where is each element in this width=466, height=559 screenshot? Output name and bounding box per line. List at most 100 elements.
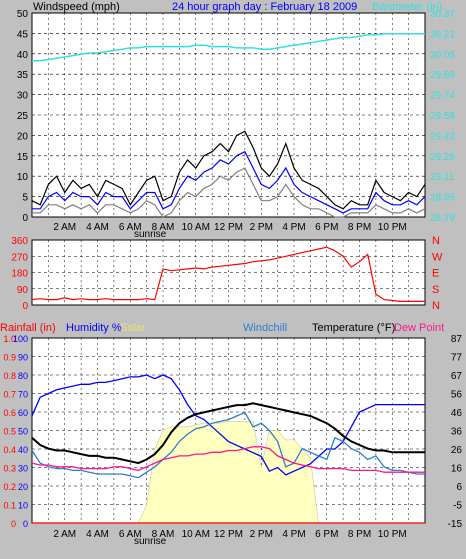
barometer-ytick-label: 29.26: [430, 152, 455, 163]
wind-xtick-label: 4 PM: [282, 222, 305, 233]
direction-compass-label: W: [432, 251, 443, 263]
barometer-ytick-label: 29.89: [430, 70, 455, 81]
climate-xtick-label: 6 PM: [315, 529, 338, 540]
rain-ytick-label: 0.8: [3, 371, 16, 381]
wind-ytick-label: 35: [17, 70, 29, 81]
barometer-ytick-label: 30.37: [430, 9, 455, 20]
wind-xtick-label: 8 PM: [348, 222, 371, 233]
barometer-ytick-label: 29.58: [430, 111, 455, 122]
temp-ytick-label: 77: [451, 353, 463, 364]
direction-compass-label: E: [432, 268, 439, 280]
direction-ytick-label: 360: [11, 236, 28, 247]
barometer-ytick-label: 29.42: [430, 131, 455, 142]
wind-series-average: [32, 150, 426, 214]
barometer-ytick-label: 28.79: [430, 213, 455, 224]
wind-ytick-label: 40: [17, 50, 29, 61]
barometer-ytick-label: 30.05: [430, 50, 455, 61]
direction-ytick-label: 90: [17, 285, 29, 296]
rain-ytick-label: 0.7: [3, 390, 16, 400]
temperature-label: Temperature (°F): [312, 322, 395, 334]
wind-ytick-label: 25: [17, 111, 29, 122]
rain-ytick-label: 1.0: [3, 334, 16, 344]
direction-compass-label: N: [432, 235, 440, 247]
tick-layer: 0 5 10 15 20 25 30 35 40 45 50 28.79 28.95 29.11 29.26…: [3, 9, 462, 540]
rain-ytick-label: 0.9: [3, 353, 16, 363]
rain-ytick-label: 0.4: [3, 445, 16, 455]
humidity-label: Humidity %: [66, 322, 122, 334]
direction-ytick-label: 0: [22, 301, 28, 312]
rainfall-label: Rainfall (in): [0, 322, 56, 334]
temp-ytick-label: 36: [451, 427, 463, 438]
climate-xtick-label: 8 PM: [348, 529, 371, 540]
climate-xtick-label: 2 PM: [250, 529, 273, 540]
wind-ytick-label: 45: [17, 29, 29, 40]
barometer-ytick-label: 29.74: [430, 91, 455, 102]
rain-ytick-label: 0: [11, 519, 16, 529]
temp-ytick-label: 56: [451, 390, 463, 401]
barometer-ytick-label: 29.11: [430, 172, 455, 183]
temp-ytick-label: 26: [451, 445, 463, 456]
chart-title: 24 hour graph day : February 18 2009: [172, 1, 357, 13]
sunrise-label-climate: sunrise: [134, 536, 167, 547]
grid-layer: [32, 13, 425, 523]
temp-ytick-label: 16: [451, 464, 463, 475]
wind-ylabel: Windspeed (mph): [33, 1, 120, 13]
rain-ytick-label: 0.3: [3, 464, 16, 474]
rain-ytick-label: 0.2: [3, 482, 16, 492]
temp-ytick-label: 87: [451, 334, 463, 345]
wind-ytick-label: 20: [17, 131, 29, 142]
humidity-ytick-label: 10: [18, 501, 28, 511]
climate-xtick-label: 8 AM: [152, 529, 175, 540]
wind-xtick-label: 8 AM: [152, 222, 175, 233]
temp-ytick-label: 46: [451, 408, 463, 419]
humidity-ytick-label: 90: [18, 353, 28, 363]
wind-xtick-label: 2 AM: [53, 222, 76, 233]
dewpoint-label: Dew Point: [394, 322, 444, 334]
direction-series: [31, 246, 425, 302]
wind-ytick-label: 15: [17, 152, 29, 163]
climate-series-dew: [31, 446, 425, 473]
direction-compass-label: N: [432, 300, 440, 312]
wind-series-low: [32, 167, 426, 218]
humidity-ytick-label: 70: [18, 390, 28, 400]
wind-xtick-label: 6 AM: [119, 222, 142, 233]
wind-series-gust: [31, 130, 426, 210]
wind-xtick-label: 6 PM: [315, 222, 338, 233]
climate-series-windchill: [31, 411, 425, 479]
wind-xtick-label: 12 PM: [214, 222, 243, 233]
climate-xtick-label: 4 AM: [86, 529, 109, 540]
barometer-ytick-label: 30.21: [430, 29, 455, 40]
climate-xtick-label: 10 AM: [182, 529, 210, 540]
temp-ytick-label: 67: [451, 371, 463, 382]
wind-xtick-label: 2 PM: [250, 222, 273, 233]
climate-xtick-label: 6 AM: [119, 529, 142, 540]
series-layer: [31, 32, 426, 524]
wind-xtick-label: 10 AM: [182, 222, 210, 233]
humidity-ytick-label: 80: [18, 371, 28, 381]
wind-ytick-label: 5: [22, 193, 28, 204]
wind-ytick-label: 0: [22, 213, 28, 224]
humidity-ytick-label: 60: [18, 408, 28, 418]
rain-ytick-label: 0.1: [3, 501, 16, 511]
wind-ytick-label: 10: [17, 172, 29, 183]
climate-xtick-label: 2 AM: [53, 529, 76, 540]
wind-ytick-label: 30: [17, 91, 29, 102]
humidity-ytick-label: 0: [23, 519, 28, 529]
barometer-ytick-label: 28.95: [430, 193, 455, 204]
wind-xtick-label: 10 PM: [378, 222, 407, 233]
wind-xtick-label: 4 AM: [86, 222, 109, 233]
wind-series-barometer: [32, 32, 425, 62]
climate-xtick-label: 4 PM: [282, 529, 305, 540]
direction-compass-label: S: [432, 284, 439, 296]
temp-ytick-label: -5: [453, 501, 462, 512]
climate-series-humidity: [31, 374, 425, 476]
sunrise-label-wind: sunrise: [134, 229, 167, 240]
direction-ytick-label: 270: [11, 252, 28, 263]
humidity-ytick-label: 30: [18, 464, 28, 474]
temp-ytick-label: -15: [448, 519, 463, 530]
rain-ytick-label: 0.6: [3, 408, 16, 418]
humidity-ytick-label: 20: [18, 482, 28, 492]
windchill-label: Windchill: [243, 322, 287, 334]
humidity-ytick-label: 50: [18, 427, 28, 437]
